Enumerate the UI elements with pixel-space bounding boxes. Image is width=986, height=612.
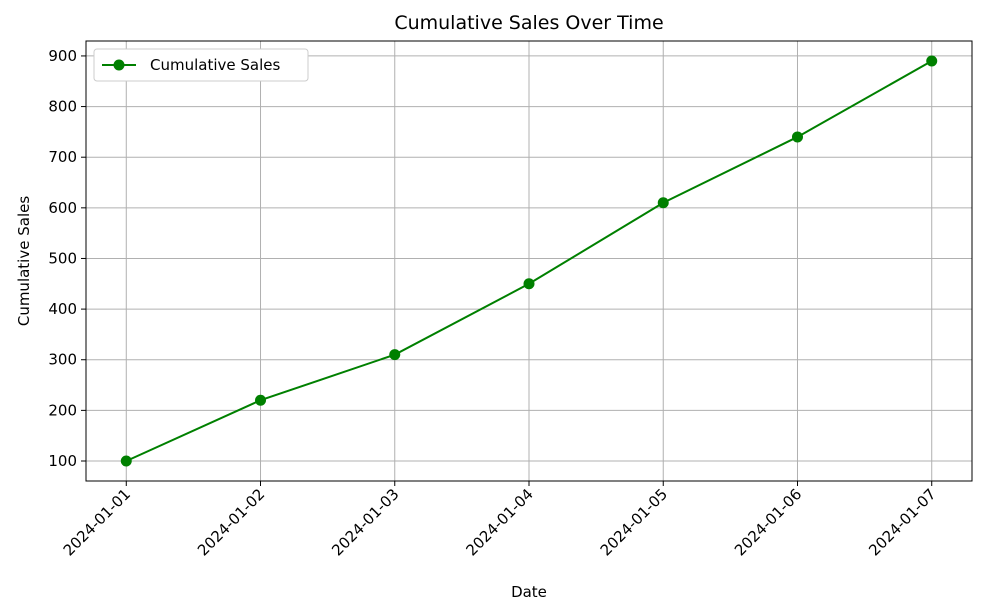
y-tick-label: 600 bbox=[48, 199, 77, 217]
y-tick-label: 800 bbox=[48, 98, 77, 116]
x-tick-label: 2024-01-03 bbox=[328, 485, 402, 559]
legend-marker bbox=[113, 59, 125, 71]
legend: Cumulative Sales bbox=[93, 48, 309, 82]
x-tick-label: 2024-01-07 bbox=[865, 485, 939, 559]
marker bbox=[791, 131, 803, 143]
marker bbox=[657, 197, 669, 209]
y-tick-label: 400 bbox=[48, 300, 77, 318]
marker bbox=[926, 55, 938, 67]
y-tick-label: 200 bbox=[48, 401, 77, 419]
x-axis-label: Date bbox=[511, 583, 547, 601]
y-tick-label: 700 bbox=[48, 148, 77, 166]
x-tick-label: 2024-01-04 bbox=[462, 485, 536, 559]
y-axis-label: Cumulative Sales bbox=[15, 196, 33, 326]
y-tick-label: 500 bbox=[48, 249, 77, 267]
x-tick-label: 2024-01-06 bbox=[731, 485, 805, 559]
x-tick-label: 2024-01-05 bbox=[597, 485, 671, 559]
x-tick-label: 2024-01-02 bbox=[194, 485, 268, 559]
y-tick-label: 300 bbox=[48, 351, 77, 369]
marker bbox=[389, 349, 401, 361]
legend-label: Cumulative Sales bbox=[150, 56, 280, 74]
y-tick-label: 900 bbox=[48, 47, 77, 65]
marker bbox=[523, 278, 535, 290]
x-tick-label: 2024-01-01 bbox=[60, 485, 134, 559]
legend-frame bbox=[93, 48, 309, 82]
marker bbox=[255, 394, 267, 406]
plot-frame bbox=[85, 40, 973, 482]
y-tick-label: 100 bbox=[48, 452, 77, 470]
chart-title: Cumulative Sales Over Time bbox=[394, 12, 663, 34]
marker bbox=[120, 455, 132, 467]
